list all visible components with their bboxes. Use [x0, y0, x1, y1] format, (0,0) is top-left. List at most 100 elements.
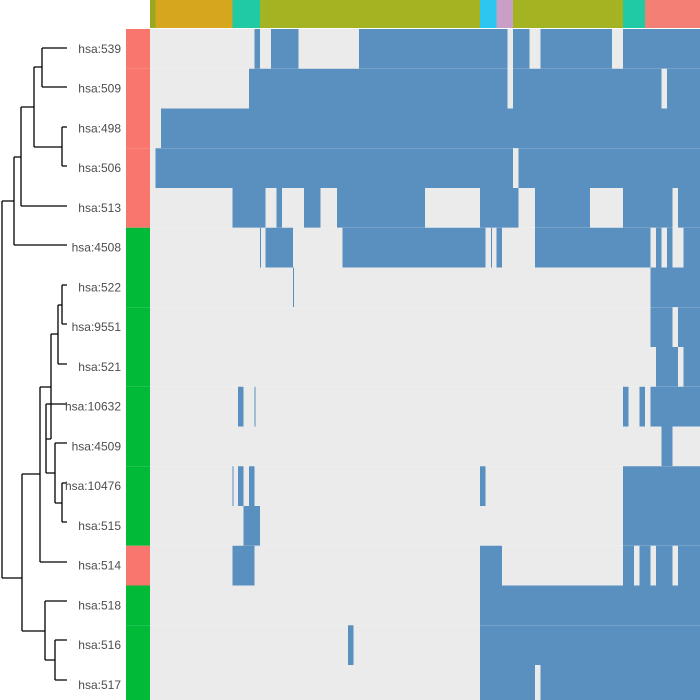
heatmap-cell-run: [623, 466, 700, 506]
heatmap-cell-run: [249, 466, 255, 506]
row-label: hsa:522: [78, 280, 121, 294]
row-group-cell: [126, 386, 150, 427]
row-group-cell: [126, 466, 150, 506]
row-group-cell: [126, 545, 150, 586]
heatmap-cell-run: [623, 386, 629, 427]
heatmap-cell-run: [667, 227, 673, 268]
heatmap-cell-run: [304, 188, 321, 228]
heatmap-cell-run: [342, 227, 486, 268]
heatmap-body: [150, 29, 700, 700]
column-annotation-segment: [513, 0, 623, 28]
row-group-cell: [126, 148, 150, 188]
heatmap-cell-run: [667, 426, 673, 467]
heatmap-row-background: [150, 307, 700, 347]
dendrogram-branch: [39, 386, 67, 563]
heatmap-cell-run: [249, 68, 260, 109]
heatmap-cell-run: [480, 466, 486, 506]
heatmap-cell-run: [535, 188, 590, 228]
heatmap-cell-run: [243, 506, 260, 546]
heatmap-cell-run: [480, 665, 535, 700]
dendrogram-branch: [61, 126, 67, 167]
row-group-cell: [126, 347, 150, 387]
heatmap-cell-run: [540, 29, 612, 69]
row-group-cell: [126, 227, 150, 268]
heatmap-cell-run: [667, 68, 700, 109]
dendrogram-branch: [44, 600, 67, 661]
row-group-cell: [126, 625, 150, 665]
column-annotation-segment: [623, 0, 645, 28]
heatmap-cell-run: [161, 108, 700, 149]
row-group-cell: [126, 108, 150, 149]
row-label: hsa:521: [78, 360, 121, 374]
heatmap-row-background: [150, 426, 700, 467]
heatmap-row-background: [150, 506, 700, 546]
column-annotation-bar: [150, 0, 700, 28]
heatmap-cell-run: [254, 386, 256, 427]
row-label: hsa:506: [78, 161, 121, 175]
column-annotation-segment: [155, 0, 233, 28]
heatmap-cell-run: [612, 148, 700, 188]
heatmap-cell-run: [491, 227, 492, 268]
row-group-cell: [126, 188, 150, 228]
heatmap-cell-run: [656, 227, 662, 268]
heatmap-cell-run: [650, 386, 700, 427]
dendrogram-branch: [41, 47, 67, 88]
heatmap-cell-run: [683, 227, 700, 268]
heatmap-cell-run: [271, 29, 299, 69]
heatmap-cell-run: [232, 188, 266, 228]
heatmap-cell-run: [639, 545, 651, 586]
heatmap-cell-run: [480, 585, 700, 626]
heatmap-cell-run: [155, 148, 348, 188]
heatmap-cell-run: [650, 267, 700, 308]
heatmap-cell-run: [348, 148, 513, 188]
dendrogram-branch: [61, 284, 67, 325]
row-group-cell: [126, 426, 150, 467]
row-label: hsa:10476: [65, 479, 121, 493]
row-label: hsa:498: [78, 121, 121, 135]
heatmap-cell-run: [496, 227, 502, 268]
heatmap-cell-run: [337, 188, 425, 228]
heatmap-cell-run: [650, 307, 673, 347]
row-labels: hsa:539 hsa:509 hsa:498 hsa:506 hsa:513 hsa:4…: [65, 42, 121, 692]
heatmap-cell-run: [232, 466, 234, 506]
heatmap-row-background: [150, 386, 700, 427]
dendrogram-branch: [33, 66, 62, 148]
row-label: hsa:515: [78, 519, 121, 533]
heatmap-cell-run: [678, 545, 700, 586]
row-label: hsa:517: [78, 678, 121, 692]
heatmap-cell-run: [232, 545, 249, 586]
heatmap-cell-run: [276, 188, 282, 228]
heatmap-cell-run: [623, 506, 700, 546]
row-group-cell: [126, 68, 150, 109]
dendrogram-branch: [21, 473, 45, 632]
column-annotation-segment: [150, 0, 156, 28]
row-label: hsa:514: [78, 559, 121, 573]
heatmap-cell-run: [661, 426, 667, 467]
heatmap-cell-run: [238, 386, 244, 427]
row-group-cell: [126, 665, 150, 700]
heatmap-cell-run: [656, 545, 673, 586]
row-label: hsa:539: [78, 42, 121, 56]
dendrogram-branch: [54, 639, 67, 681]
row-label: hsa:4508: [72, 241, 122, 255]
heatmap-cell-run: [678, 188, 700, 228]
heatmap-cell-run: [623, 29, 700, 69]
heatmap-cell-run: [661, 188, 673, 228]
column-annotation-segment: [232, 0, 260, 28]
row-label: hsa:4509: [72, 439, 122, 453]
heatmap-row-background: [150, 347, 700, 387]
row-label: hsa:509: [78, 82, 121, 96]
heatmap-cell-run: [683, 347, 700, 387]
heatmap-cell-run: [513, 29, 530, 69]
dendrogram-branch: [54, 442, 67, 504]
heatmap-cell-run: [513, 68, 535, 109]
row-label: hsa:9551: [72, 320, 122, 334]
row-group-annotation: [126, 29, 150, 700]
dendrogram-branch: [1, 200, 22, 579]
heatmap-cell-run: [293, 267, 294, 308]
heatmap-cell-run: [678, 307, 700, 347]
column-annotation-segment: [260, 0, 480, 28]
heatmap-cell-run: [265, 227, 293, 268]
heatmap-cell-run: [480, 545, 502, 586]
